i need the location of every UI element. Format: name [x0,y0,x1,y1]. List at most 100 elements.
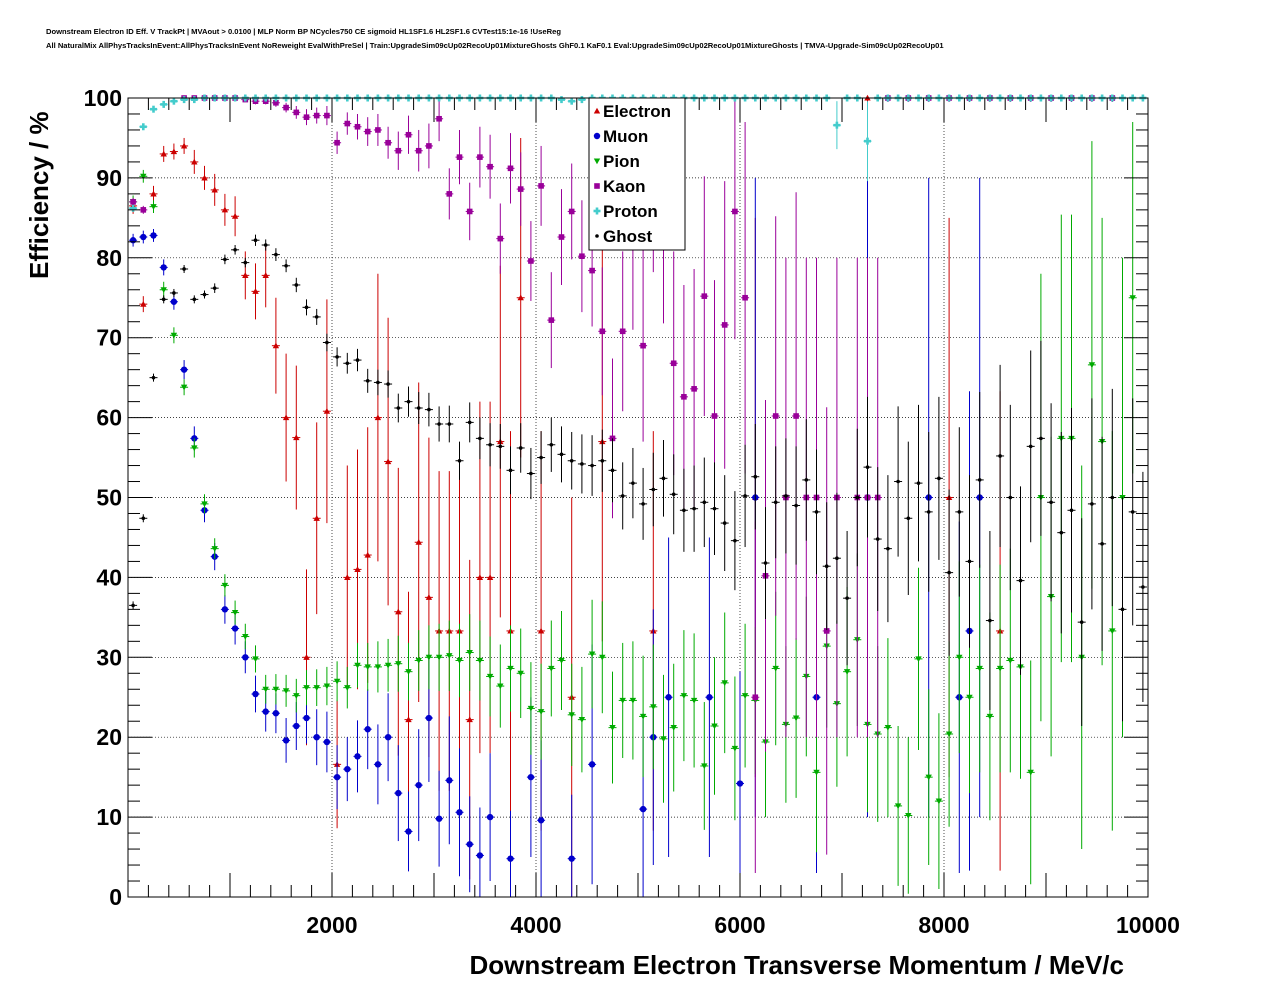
data-point [365,379,370,383]
data-point [588,761,596,768]
data-point [527,773,535,781]
data-point [478,436,482,441]
data-point [579,253,585,260]
data-point [293,434,300,441]
data-point [486,673,494,680]
data-point [325,340,329,345]
data-point [223,257,227,262]
data-point [160,100,168,108]
data-point [813,769,820,776]
data-point [568,855,575,862]
data-point [333,773,341,781]
data-point [865,465,870,469]
data-point [875,537,880,541]
data-point [427,407,431,412]
data-point [364,726,371,733]
data-point [180,366,188,373]
data-point [344,765,351,773]
data-point [599,328,606,335]
y-tick-label: 60 [96,405,122,431]
data-point [670,725,677,731]
data-point [711,723,718,730]
data-point [282,688,290,695]
data-point [508,468,513,473]
data-point [151,375,156,380]
data-point [660,736,667,742]
data-point [243,260,248,265]
data-point [518,446,523,450]
data-point [957,510,962,514]
data-point [925,774,932,781]
data-point [824,564,829,569]
data-point [376,380,380,385]
data-point [129,204,137,212]
data-point [282,414,290,421]
data-point [415,539,422,545]
data-point [242,272,249,278]
y-tick-label: 10 [96,804,122,830]
data-point [681,394,687,400]
legend-entry-ghost: Ghost [595,227,652,246]
data-point [139,123,147,131]
data-point [476,574,484,580]
data-point [620,494,625,498]
data-point [405,716,412,723]
data-point [578,96,586,104]
data-point [732,208,738,215]
data-point [456,154,463,160]
data-point [619,328,626,335]
data-point [1028,444,1033,449]
data-point [140,300,147,307]
data-point [395,661,402,667]
data-point [1110,495,1115,500]
data-point [252,690,259,698]
data-point [273,99,279,106]
data-series [129,94,1147,897]
data-point [436,115,442,122]
data-point [313,734,320,741]
data-point [262,272,269,278]
data-point [986,713,994,720]
data-point [416,406,421,410]
data-point [773,500,778,505]
data-point [323,738,331,746]
data-point [405,669,412,675]
data-point [252,656,259,663]
data-point [221,606,229,613]
data-point [507,665,514,672]
data-point [1130,510,1135,514]
y-tick-label: 80 [96,245,122,271]
data-point [221,206,229,213]
data-point [395,147,402,154]
data-point [415,657,422,664]
data-point [313,515,320,521]
data-point [272,710,280,717]
data-point [415,781,422,789]
data-point [233,248,237,252]
data-point [558,657,565,664]
data-point [517,186,524,192]
data-point [304,305,309,310]
data-point [549,442,554,447]
legend-label: Electron [603,102,671,121]
legend-entry-pion: Pion [593,152,640,171]
data-point [170,97,178,105]
legend-marker [593,107,601,114]
data-point [385,139,391,146]
legend-marker [593,132,601,140]
data-point [374,414,382,421]
data-point [784,494,788,498]
legend-label: Kaon [603,177,646,196]
data-point [466,649,473,656]
data-point [201,174,208,181]
data-point [886,546,890,551]
data-point [517,294,524,301]
data-point [742,294,748,301]
data-point [130,199,136,205]
data-point [355,358,360,362]
data-point [690,697,698,704]
data-point [731,745,739,752]
data-point [1109,628,1116,635]
data-point [172,291,176,295]
data-point [425,594,433,600]
